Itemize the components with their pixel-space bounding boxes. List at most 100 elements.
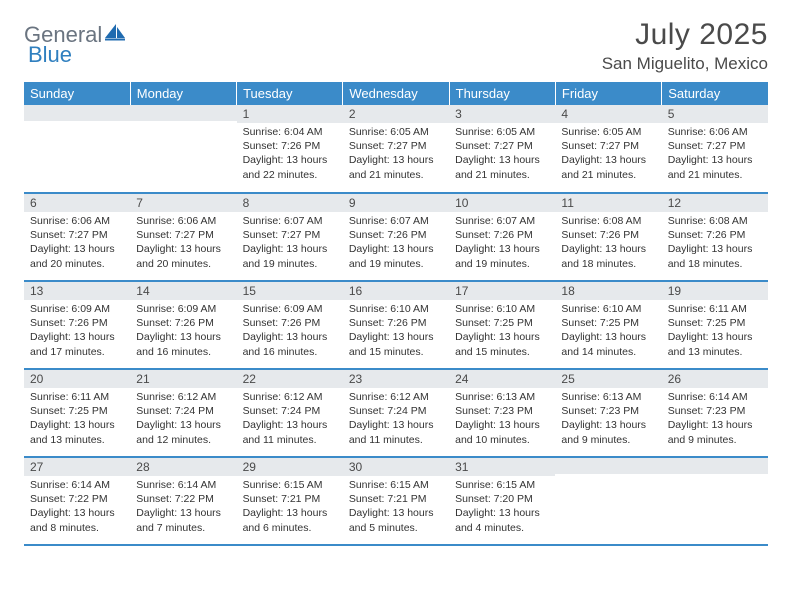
header-row: General July 2025 San Miguelito, Mexico [24,18,768,74]
day-details: Sunrise: 6:11 AMSunset: 7:25 PMDaylight:… [24,388,130,451]
weekday-header: Monday [130,82,236,105]
day-line: Daylight: 13 hours [349,153,443,167]
week-row: 6Sunrise: 6:06 AMSunset: 7:27 PMDaylight… [24,193,768,281]
day-cell: 2Sunrise: 6:05 AMSunset: 7:27 PMDaylight… [343,105,449,193]
day-details: Sunrise: 6:13 AMSunset: 7:23 PMDaylight:… [555,388,661,451]
day-number: 30 [343,458,449,476]
day-line: Daylight: 13 hours [243,330,337,344]
day-line: Sunrise: 6:12 AM [243,390,337,404]
day-line: Daylight: 13 hours [455,330,549,344]
day-details: Sunrise: 6:06 AMSunset: 7:27 PMDaylight:… [130,212,236,275]
day-number: 27 [24,458,130,476]
day-line: and 21 minutes. [668,168,762,182]
day-details: Sunrise: 6:09 AMSunset: 7:26 PMDaylight:… [130,300,236,363]
day-line: and 19 minutes. [349,257,443,271]
day-line: and 20 minutes. [136,257,230,271]
day-details [555,474,661,532]
day-number: 10 [449,194,555,212]
day-line: Sunrise: 6:07 AM [349,214,443,228]
day-number [24,105,130,121]
day-details: Sunrise: 6:10 AMSunset: 7:25 PMDaylight:… [555,300,661,363]
day-details: Sunrise: 6:15 AMSunset: 7:20 PMDaylight:… [449,476,555,539]
day-line: Sunset: 7:27 PM [136,228,230,242]
logo-line2: Blue [27,42,72,68]
day-line: Sunset: 7:27 PM [243,228,337,242]
day-details: Sunrise: 6:14 AMSunset: 7:22 PMDaylight:… [130,476,236,539]
day-line: Daylight: 13 hours [668,330,762,344]
weekday-header: Tuesday [237,82,343,105]
day-line: and 21 minutes. [561,168,655,182]
day-line: Daylight: 13 hours [349,506,443,520]
day-number: 2 [343,105,449,123]
day-details [130,121,236,179]
day-line: Daylight: 13 hours [455,418,549,432]
day-line: Sunset: 7:25 PM [455,316,549,330]
weekday-header: Sunday [24,82,130,105]
day-details: Sunrise: 6:10 AMSunset: 7:26 PMDaylight:… [343,300,449,363]
day-details: Sunrise: 6:05 AMSunset: 7:27 PMDaylight:… [343,123,449,186]
day-line: and 19 minutes. [243,257,337,271]
day-number: 29 [237,458,343,476]
day-line: and 13 minutes. [668,345,762,359]
weekday-header: Friday [555,82,661,105]
day-number: 28 [130,458,236,476]
day-cell: 10Sunrise: 6:07 AMSunset: 7:26 PMDayligh… [449,193,555,281]
day-line: Sunrise: 6:09 AM [136,302,230,316]
day-line: and 10 minutes. [455,433,549,447]
day-cell: 29Sunrise: 6:15 AMSunset: 7:21 PMDayligh… [237,457,343,545]
weekday-header: Saturday [662,82,768,105]
day-line: and 11 minutes. [243,433,337,447]
title-block: July 2025 San Miguelito, Mexico [602,18,768,74]
day-details: Sunrise: 6:09 AMSunset: 7:26 PMDaylight:… [24,300,130,363]
day-cell: 3Sunrise: 6:05 AMSunset: 7:27 PMDaylight… [449,105,555,193]
day-cell: 17Sunrise: 6:10 AMSunset: 7:25 PMDayligh… [449,281,555,369]
day-line: Sunrise: 6:11 AM [668,302,762,316]
day-line: Daylight: 13 hours [349,418,443,432]
day-number: 11 [555,194,661,212]
day-details: Sunrise: 6:08 AMSunset: 7:26 PMDaylight:… [662,212,768,275]
day-cell: 28Sunrise: 6:14 AMSunset: 7:22 PMDayligh… [130,457,236,545]
day-line: Daylight: 13 hours [30,418,124,432]
day-details: Sunrise: 6:09 AMSunset: 7:26 PMDaylight:… [237,300,343,363]
day-line: Daylight: 13 hours [455,153,549,167]
day-line: Daylight: 13 hours [243,418,337,432]
day-line: and 9 minutes. [561,433,655,447]
day-line: Daylight: 13 hours [30,330,124,344]
day-cell: 6Sunrise: 6:06 AMSunset: 7:27 PMDaylight… [24,193,130,281]
day-line: Sunrise: 6:06 AM [136,214,230,228]
day-line: and 19 minutes. [455,257,549,271]
day-line: Sunset: 7:22 PM [136,492,230,506]
day-cell: 25Sunrise: 6:13 AMSunset: 7:23 PMDayligh… [555,369,661,457]
day-number: 9 [343,194,449,212]
day-details: Sunrise: 6:14 AMSunset: 7:22 PMDaylight:… [24,476,130,539]
day-cell: 18Sunrise: 6:10 AMSunset: 7:25 PMDayligh… [555,281,661,369]
day-details: Sunrise: 6:04 AMSunset: 7:26 PMDaylight:… [237,123,343,186]
day-cell: 5Sunrise: 6:06 AMSunset: 7:27 PMDaylight… [662,105,768,193]
day-line: Daylight: 13 hours [561,418,655,432]
day-number: 20 [24,370,130,388]
weekday-header-row: Sunday Monday Tuesday Wednesday Thursday… [24,82,768,105]
day-line: and 15 minutes. [349,345,443,359]
day-number: 23 [343,370,449,388]
day-details: Sunrise: 6:12 AMSunset: 7:24 PMDaylight:… [343,388,449,451]
day-details: Sunrise: 6:06 AMSunset: 7:27 PMDaylight:… [24,212,130,275]
day-line: Sunset: 7:26 PM [668,228,762,242]
day-details: Sunrise: 6:12 AMSunset: 7:24 PMDaylight:… [237,388,343,451]
day-line: Sunset: 7:22 PM [30,492,124,506]
day-line: Sunset: 7:26 PM [243,316,337,330]
day-line: Sunset: 7:21 PM [349,492,443,506]
day-line: Sunrise: 6:09 AM [30,302,124,316]
day-cell [130,105,236,193]
day-details [24,121,130,179]
day-cell [555,457,661,545]
day-line: and 21 minutes. [349,168,443,182]
day-line: Daylight: 13 hours [668,242,762,256]
day-cell: 21Sunrise: 6:12 AMSunset: 7:24 PMDayligh… [130,369,236,457]
day-number: 5 [662,105,768,123]
day-details: Sunrise: 6:05 AMSunset: 7:27 PMDaylight:… [449,123,555,186]
day-line: Sunset: 7:27 PM [349,139,443,153]
day-line: and 8 minutes. [30,521,124,535]
day-line: and 12 minutes. [136,433,230,447]
day-details: Sunrise: 6:15 AMSunset: 7:21 PMDaylight:… [343,476,449,539]
month-title: July 2025 [602,18,768,52]
